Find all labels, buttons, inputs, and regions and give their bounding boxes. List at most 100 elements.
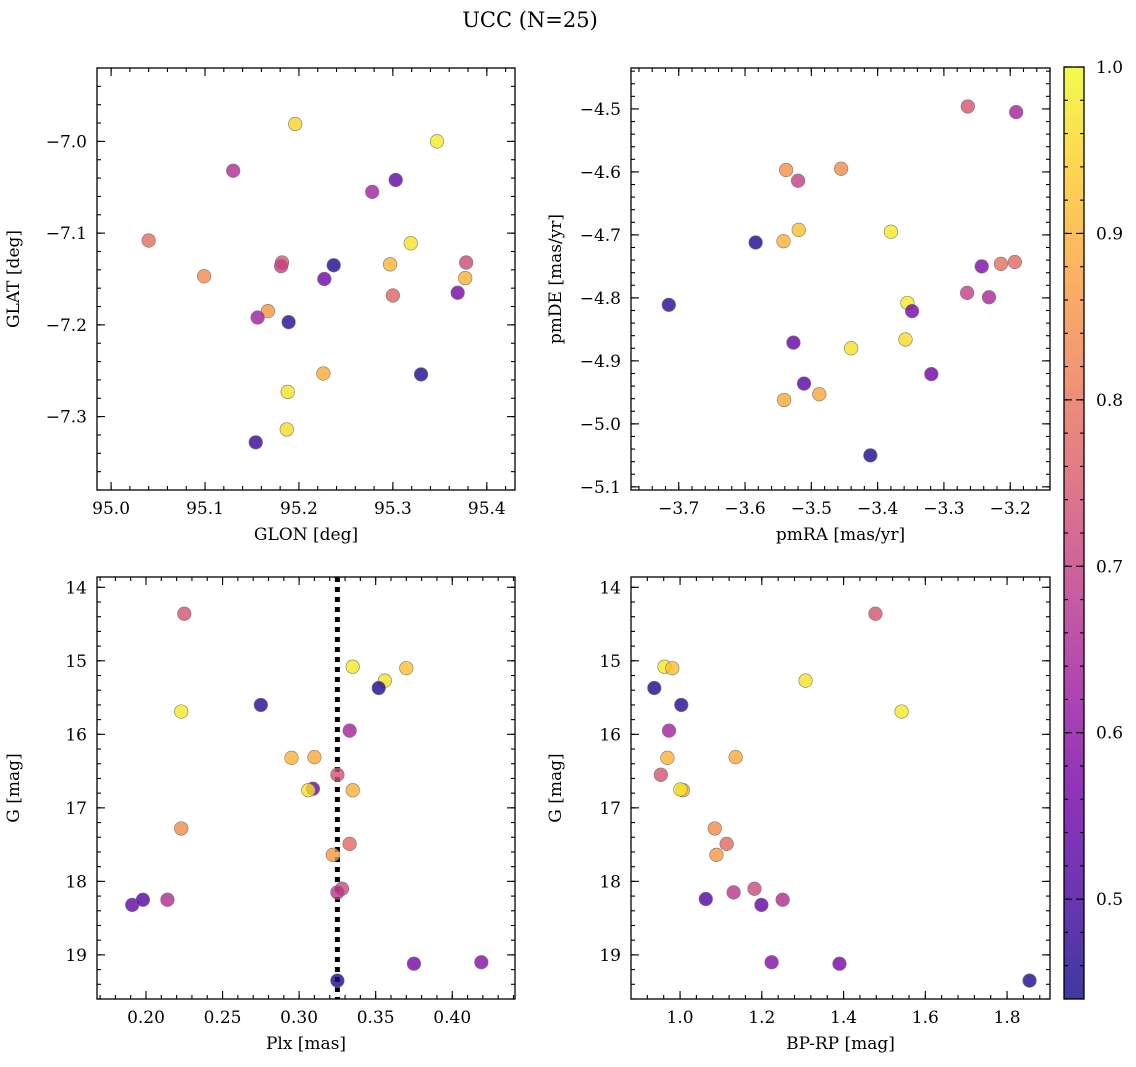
scatter-point	[279, 422, 294, 437]
scatter-point	[250, 310, 265, 325]
scatter-point	[382, 257, 398, 272]
y-tick-label: −5.0	[580, 415, 621, 435]
scatter-point	[177, 606, 192, 621]
scatter-point	[196, 269, 212, 284]
y-tick-label: −7.3	[46, 408, 87, 428]
scatter-point	[868, 606, 883, 621]
scatter-point	[786, 335, 801, 350]
y-axis-label: GLAT [deg]	[4, 230, 24, 328]
scatter-point	[665, 661, 680, 676]
scatter-point	[728, 750, 743, 765]
y-tick-label: 19	[599, 946, 621, 966]
scatter-point	[993, 256, 1009, 271]
scatter-point	[413, 367, 429, 382]
scatter-point	[459, 255, 474, 270]
axes-frame	[630, 67, 1051, 491]
scatter-point	[450, 285, 465, 300]
scatter-points	[647, 606, 1037, 988]
x-tick-label: 95.3	[374, 499, 412, 519]
scatter-point	[719, 836, 734, 851]
scatter-point	[474, 955, 489, 970]
scatter-point	[863, 448, 878, 463]
scatter-point	[307, 750, 322, 765]
y-tick-label: −7.1	[46, 224, 87, 244]
scatter-point	[894, 704, 909, 719]
y-tick-label: −4.5	[580, 100, 621, 120]
y-tick-label: 16	[599, 725, 621, 745]
colorbar-tick-label: 1.0	[1096, 58, 1123, 78]
x-tick-label: 1.2	[748, 1008, 775, 1028]
x-tick-label: 0.40	[433, 1008, 471, 1028]
colorbar-tick-label: 0.7	[1096, 557, 1123, 577]
colorbar-gradient	[1064, 67, 1084, 999]
scatter-point	[1022, 973, 1037, 988]
scatter-point	[325, 847, 340, 863]
colorbar-tick-label: 0.9	[1096, 224, 1123, 244]
y-tick-label: 14	[65, 578, 87, 598]
y-tick-label: 18	[65, 872, 87, 892]
scatter-point	[754, 897, 769, 912]
scatter-point	[905, 304, 920, 319]
x-tick-label: −3.3	[923, 499, 964, 519]
scatter-point	[284, 750, 299, 765]
colorbar-frame	[1063, 66, 1085, 1000]
scatter-point	[764, 955, 779, 970]
x-tick-label: −3.4	[857, 499, 898, 519]
scatter-point	[660, 750, 675, 765]
scatter-points	[125, 606, 489, 988]
scatter-point	[141, 233, 156, 248]
scatter-point	[777, 392, 792, 408]
y-tick-label: 16	[65, 725, 87, 745]
scatter-point	[790, 173, 806, 188]
x-axis-label: pmRA [mas/yr]	[776, 525, 905, 545]
scatter-point	[226, 163, 241, 178]
scatter-point	[796, 376, 812, 391]
panel-plx-g: 0.20 0.25 0.30 0.35 0.40 14 15 16 17 18 19 Plx [mas…	[4, 576, 516, 1054]
y-tick-label: −4.8	[580, 289, 621, 309]
axes-frame	[96, 67, 516, 491]
x-tick-label: 1.8	[994, 1008, 1021, 1028]
scatter-point	[779, 162, 794, 178]
scatter-point	[960, 285, 975, 300]
x-tick-label: −3.6	[724, 499, 765, 519]
scatter-point	[288, 116, 303, 132]
scatter-point	[775, 892, 790, 907]
x-tick-label: 0.35	[357, 1008, 395, 1028]
scatter-point	[747, 881, 762, 896]
x-tick-label: −3.2	[990, 499, 1031, 519]
scatter-point	[960, 99, 975, 114]
scatter-point	[776, 234, 791, 249]
scatter-point	[388, 172, 403, 188]
scatter-point	[342, 723, 357, 738]
y-axis-label: G [mag]	[546, 753, 566, 822]
axes-frame	[630, 576, 1051, 1000]
scatter-point	[1009, 104, 1024, 120]
scatter-point	[661, 297, 676, 312]
x-tick-label: 95.4	[468, 499, 506, 519]
panel-pmra-pmde: −3.7 −3.6 −3.5 −3.4 −3.3 −3.2 −4.5 −4.6 −4.7 −4.8…	[546, 67, 1051, 545]
scatter-point	[924, 367, 939, 382]
scatter-point	[1007, 254, 1022, 270]
scatter-point	[371, 680, 386, 696]
x-tick-label: 1.0	[667, 1008, 694, 1028]
y-tick-label: −7.2	[46, 316, 87, 336]
scatter-point	[709, 847, 724, 863]
scatter-point	[844, 341, 859, 356]
y-tick-label: 18	[599, 872, 621, 892]
scatter-point	[748, 235, 763, 250]
x-axis-label: Plx [mas]	[266, 1034, 346, 1054]
y-tick-label: 19	[65, 946, 87, 966]
scatter-point	[253, 697, 268, 713]
scatter-point	[280, 384, 295, 399]
y-tick-label: 14	[599, 578, 621, 598]
scatter-point	[160, 892, 175, 907]
colorbar: 0.5 0.6 0.7 0.8 0.9 1.0	[1063, 58, 1123, 1000]
scatter-point	[674, 697, 689, 713]
scatter-point	[798, 673, 813, 688]
scatter-point	[707, 821, 722, 836]
scatter-point	[342, 836, 357, 851]
y-axis-label: G [mag]	[4, 753, 24, 822]
x-tick-label: 0.20	[127, 1008, 165, 1028]
scatter-point	[345, 659, 360, 674]
